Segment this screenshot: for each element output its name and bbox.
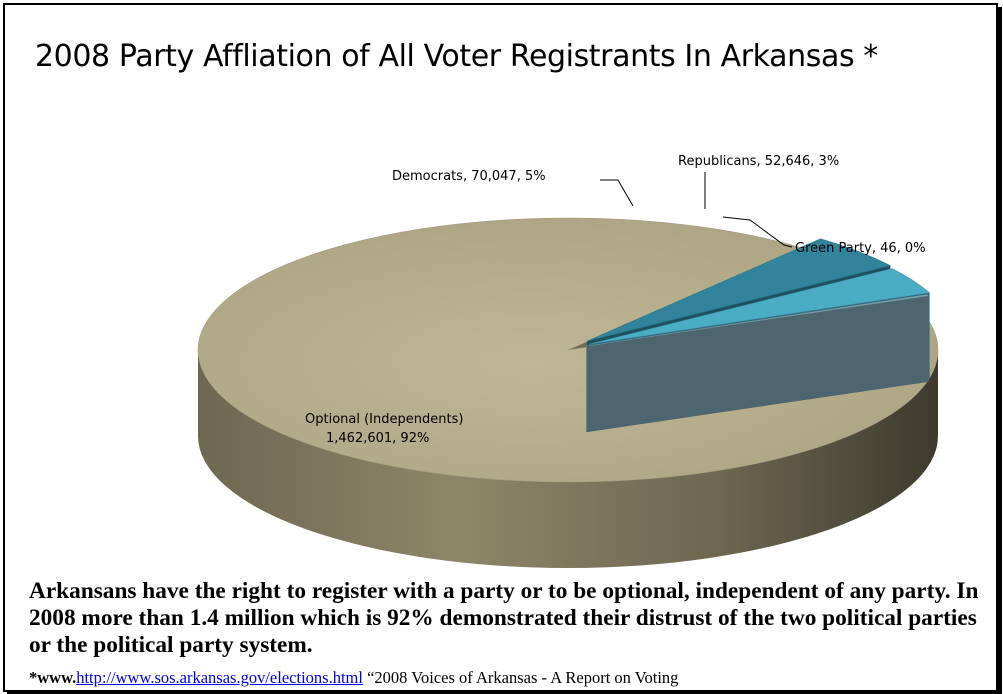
source-link[interactable]: http://www.sos.arkansas.gov/elections.ht… (76, 668, 363, 687)
slice-label-green-party: Green Party, 46, 0% (795, 241, 926, 256)
leader-line-green-party (722, 216, 793, 248)
slice-label-democrats: Democrats, 70,047, 5% (392, 169, 546, 184)
source-suffix: “2008 Voices of Arkansas - A Report on V… (362, 668, 679, 687)
slice-value-optional: 1,462,601, 92% (326, 431, 429, 446)
chart-frame: 2008 Party Affliation of All Voter Regis… (3, 3, 998, 692)
chart-title: 2008 Party Affliation of All Voter Regis… (35, 39, 878, 74)
caption-text: Arkansans have the right to register wit… (29, 578, 979, 658)
slice-label-republicans: Republicans, 52,646, 3% (678, 154, 839, 169)
slice-label-optional: Optional (Independents) (305, 412, 463, 427)
pie-slice-green-party (586, 294, 930, 433)
pie-chart: Optional (Independents) 1,462,601, 92% Dem… (197, 154, 939, 568)
source-citation: *www.http://www.sos.arkansas.gov/electio… (29, 668, 989, 688)
leader-line-democrats (600, 179, 634, 207)
source-prefix: *www. (29, 668, 77, 687)
